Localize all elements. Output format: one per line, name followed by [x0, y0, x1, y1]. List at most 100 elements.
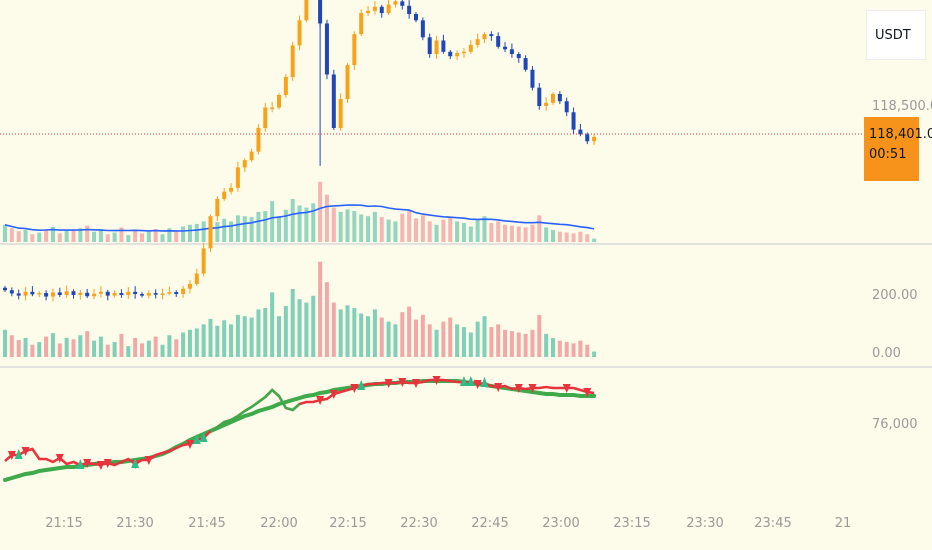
overlay-volume-bar [16, 231, 21, 242]
overlay-volume-bar [482, 216, 487, 242]
overlay-volume-bar [400, 213, 405, 242]
candle-body [23, 291, 28, 296]
volume-bar [270, 292, 275, 357]
volume-bar [3, 329, 7, 357]
x-tick-label: 23:30 [686, 516, 723, 531]
volume-bars[interactable] [3, 261, 597, 357]
volume-bar [201, 324, 206, 357]
volume-bar [297, 299, 302, 357]
candle-body [571, 112, 576, 130]
candle-body [263, 107, 268, 129]
overlay-volume-bar [372, 211, 377, 242]
sell-marker [432, 376, 441, 385]
candle-body [64, 291, 69, 295]
overlay-volume-bar [112, 232, 117, 242]
sell-marker [583, 388, 592, 397]
candle-body [324, 23, 329, 75]
overlay-volume-bar [105, 234, 110, 242]
candle-body [187, 283, 192, 289]
candle-body [194, 273, 199, 284]
overlay-volume-bar [30, 234, 35, 242]
candle-body [215, 198, 220, 217]
candle-body [551, 94, 555, 103]
volume-bar [516, 332, 521, 357]
overlay-volume-bar [585, 234, 590, 242]
volume-bar [50, 333, 55, 357]
candle-body [71, 291, 76, 295]
overlay-volume-bar [475, 219, 480, 242]
candle-body [222, 191, 227, 199]
overlay-volume-bar [133, 229, 138, 242]
candle-body [235, 167, 240, 188]
overlay-volume-bar [201, 221, 206, 242]
x-axis: 21:15 21:30 21:45 22:00 22:15 22:30 22:45 23:00… [45, 516, 851, 531]
price-volume-overlay [3, 181, 597, 242]
volume-bar [544, 333, 549, 357]
overlay-volume-bar [407, 210, 412, 242]
overlay-volume-bar [578, 231, 583, 242]
candle-body [249, 151, 254, 161]
candle-body [482, 34, 487, 40]
volume-bar [160, 344, 165, 357]
sell-marker [83, 459, 92, 468]
sell-marker [7, 451, 16, 460]
sell-marker [494, 383, 503, 392]
volume-bar [489, 327, 494, 357]
candle-body [393, 1, 398, 5]
sell-marker [144, 456, 153, 465]
volume-bar [537, 314, 542, 357]
volume-bar [215, 325, 220, 357]
volume-bar [557, 340, 562, 357]
currency-label[interactable]: USDT [866, 10, 926, 60]
overlay-volume-bar [304, 207, 309, 242]
volume-bar [468, 332, 473, 357]
candle-body [414, 14, 418, 21]
candle-body [283, 77, 288, 95]
sell-marker [96, 461, 105, 470]
candle-body [201, 248, 206, 274]
candle-body [441, 40, 446, 52]
x-tick-label: 22:30 [400, 516, 437, 531]
volume-bar [249, 317, 254, 357]
signal-line [4, 378, 595, 467]
overlay-volume-bar [489, 223, 494, 242]
volume-bar [9, 335, 14, 357]
sell-marker [316, 396, 325, 405]
indicator-lines[interactable] [3, 378, 597, 482]
volume-bar [256, 309, 261, 357]
candle-body [256, 128, 261, 152]
volume-bar [146, 340, 151, 357]
candle-body [92, 293, 97, 297]
candle-body [407, 5, 412, 15]
volume-bar [57, 343, 62, 357]
volume-bar [290, 289, 295, 357]
candle-body [352, 34, 357, 66]
overlay-volume-bar [551, 229, 555, 242]
volume-bar [393, 324, 398, 357]
overlay-volume-bar [167, 228, 172, 242]
candle-body [366, 10, 371, 14]
candlestick-series[interactable] [3, 0, 597, 302]
x-tick-label: 23:15 [613, 516, 650, 531]
buy-marker [357, 380, 366, 390]
overlay-volume-bar [516, 226, 521, 242]
overlay-volume-bar [283, 209, 288, 242]
overlay-volume-bar [331, 207, 336, 242]
overlay-volume-bar [71, 230, 76, 242]
candle-body [133, 291, 138, 295]
candle-body [503, 46, 508, 50]
volume-bar [338, 309, 343, 357]
volume-bar [92, 340, 97, 357]
volume-bar [78, 335, 83, 357]
overlay-volume-bar [509, 225, 514, 242]
candle-body [509, 49, 514, 55]
volume-bar [379, 317, 384, 357]
sell-marker [398, 378, 407, 387]
overlay-volume-bar [530, 224, 535, 242]
overlay-volume-bar [592, 238, 597, 242]
overlay-volume-bar [126, 235, 131, 242]
volume-bar [585, 344, 590, 357]
overlay-volume-bar [557, 231, 562, 242]
candle-body [420, 20, 425, 38]
